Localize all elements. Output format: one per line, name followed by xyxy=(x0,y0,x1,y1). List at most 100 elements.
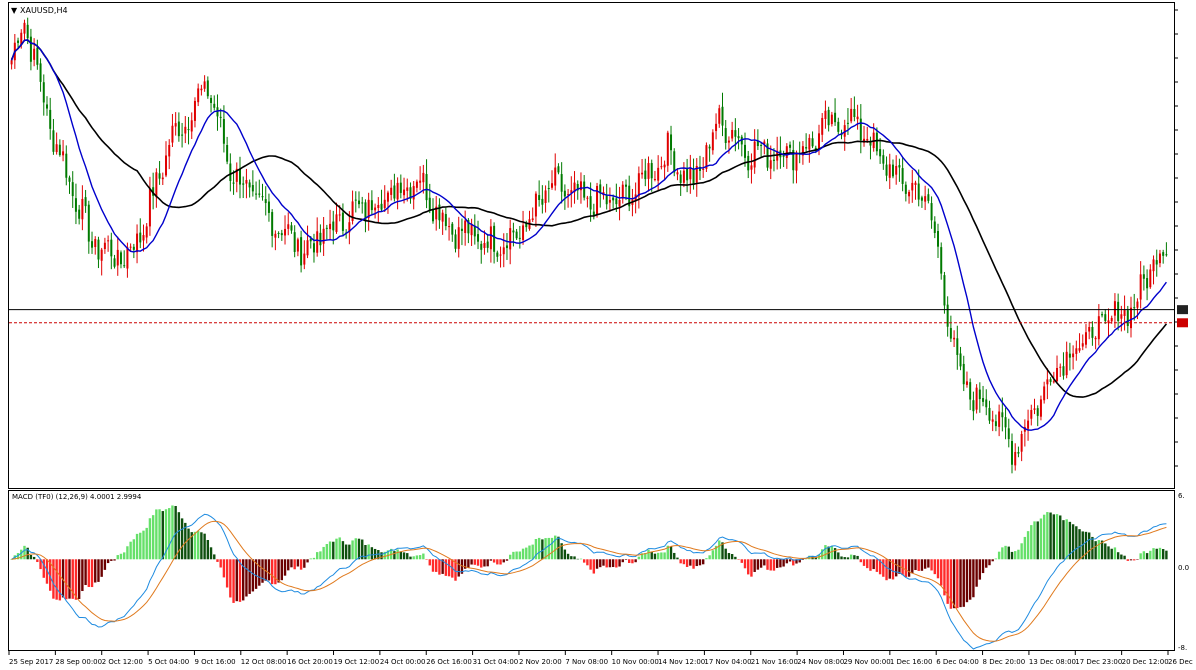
candle-body xyxy=(300,237,303,266)
candle-body xyxy=(158,173,161,179)
candle-body xyxy=(711,132,714,151)
time-axis-label: 28 Sep 00:00 xyxy=(55,658,102,666)
macd-histogram-bar xyxy=(849,554,853,560)
candle-body xyxy=(91,241,94,248)
candle-body xyxy=(972,400,975,412)
candle-body xyxy=(1136,301,1139,308)
macd-histogram-bar xyxy=(788,559,792,562)
candle-body xyxy=(1036,408,1039,416)
candle-body xyxy=(489,226,492,250)
macd-histogram-bar xyxy=(1120,554,1123,560)
macd-histogram-bar xyxy=(1068,521,1072,560)
macd-histogram-bar xyxy=(351,540,354,560)
macd-histogram-bar xyxy=(563,549,567,560)
macd-histogram-bar xyxy=(264,559,267,581)
macd-histogram-bar xyxy=(862,559,866,566)
candle-body xyxy=(834,112,837,123)
candle-body xyxy=(1020,433,1023,452)
macd-histogram-bar xyxy=(1052,514,1056,560)
macd-histogram-bar xyxy=(20,549,23,560)
candle-body xyxy=(567,194,570,196)
candle-body xyxy=(55,144,58,153)
candle-body xyxy=(181,134,184,136)
candle-body xyxy=(406,187,409,191)
macd-histogram-bar xyxy=(90,559,94,588)
macd-histogram-bar xyxy=(354,538,357,560)
time-axis-label: 14 Nov 12:00 xyxy=(658,658,705,666)
macd-histogram-bar xyxy=(1136,559,1139,560)
candle-body xyxy=(403,189,406,196)
candle-body xyxy=(1142,274,1145,279)
macd-histogram-bar xyxy=(772,559,776,571)
candle-body xyxy=(399,182,402,193)
candle-body xyxy=(306,240,309,256)
macd-histogram-bar xyxy=(589,559,592,570)
candle-body xyxy=(142,235,145,241)
macd-histogram-bar xyxy=(341,541,345,560)
macd-histogram-bar xyxy=(418,555,422,560)
candle-body xyxy=(998,411,1001,427)
time-axis-label: 2 Nov 20:00 xyxy=(519,658,562,666)
macd-histogram-bar xyxy=(470,559,473,565)
macd-histogram-bar xyxy=(502,559,505,563)
candle-body xyxy=(753,141,756,168)
candle-body xyxy=(419,180,422,183)
candle-body xyxy=(206,80,209,97)
macd-histogram-bar xyxy=(377,550,380,560)
macd-histogram-bar xyxy=(277,559,280,583)
macd-histogram-bar xyxy=(319,551,322,560)
macd-histogram-bar xyxy=(525,547,528,560)
macd-histogram-bar xyxy=(843,557,846,560)
macd-tick-zero: 0.0 xyxy=(1178,564,1189,572)
macd-histogram-bar xyxy=(296,559,300,567)
menu-arrow-icon[interactable]: ▼ xyxy=(11,6,18,15)
macd-histogram-bar xyxy=(187,528,190,560)
macd-histogram-bar xyxy=(528,545,531,560)
macd-histogram-bar xyxy=(132,539,136,560)
candle-body xyxy=(991,419,994,422)
candle-body xyxy=(705,145,708,169)
candle-body xyxy=(190,120,193,132)
macd-histogram-bar xyxy=(647,549,650,560)
macd-histogram-bar xyxy=(1113,547,1117,560)
candle-body xyxy=(1068,353,1071,358)
candle-body xyxy=(216,107,219,117)
candle-body xyxy=(1133,307,1136,309)
candle-body xyxy=(1081,343,1084,347)
candle-body xyxy=(81,198,84,220)
candle-body xyxy=(29,36,32,62)
candle-body xyxy=(329,223,332,230)
candle-body xyxy=(856,116,859,120)
macd-histogram-bar xyxy=(743,559,747,569)
candle-body xyxy=(100,249,103,261)
candle-body xyxy=(930,203,933,221)
macd-histogram-bar xyxy=(1165,550,1168,560)
candle-body xyxy=(52,130,55,152)
macd-histogram-bar xyxy=(290,559,293,568)
macd-histogram-bar xyxy=(856,555,859,560)
candle-body xyxy=(846,122,849,124)
macd-histogram-bar xyxy=(196,530,200,560)
candle-body xyxy=(924,196,927,202)
candle-body xyxy=(885,164,888,176)
macd-histogram-bar xyxy=(338,537,341,560)
macd-histogram-bar xyxy=(119,553,123,560)
candle-body xyxy=(425,174,428,201)
candle-body xyxy=(740,136,743,145)
macd-histogram-bar xyxy=(978,559,982,580)
macd-tick-bottom: -8. xyxy=(1178,644,1187,652)
macd-histogram-bar xyxy=(447,559,451,577)
macd-histogram-bar xyxy=(605,559,608,568)
candle-body xyxy=(251,185,254,192)
candle-body xyxy=(1084,332,1087,345)
macd-histogram-bar xyxy=(1026,531,1030,560)
time-axis-label: 12 Oct 08:00 xyxy=(241,658,287,666)
candle-body xyxy=(460,228,463,231)
candle-body xyxy=(42,82,45,103)
candle-body xyxy=(78,209,81,219)
macd-histogram-bar xyxy=(663,552,666,560)
candle-body xyxy=(817,133,820,149)
candle-body xyxy=(71,182,74,197)
